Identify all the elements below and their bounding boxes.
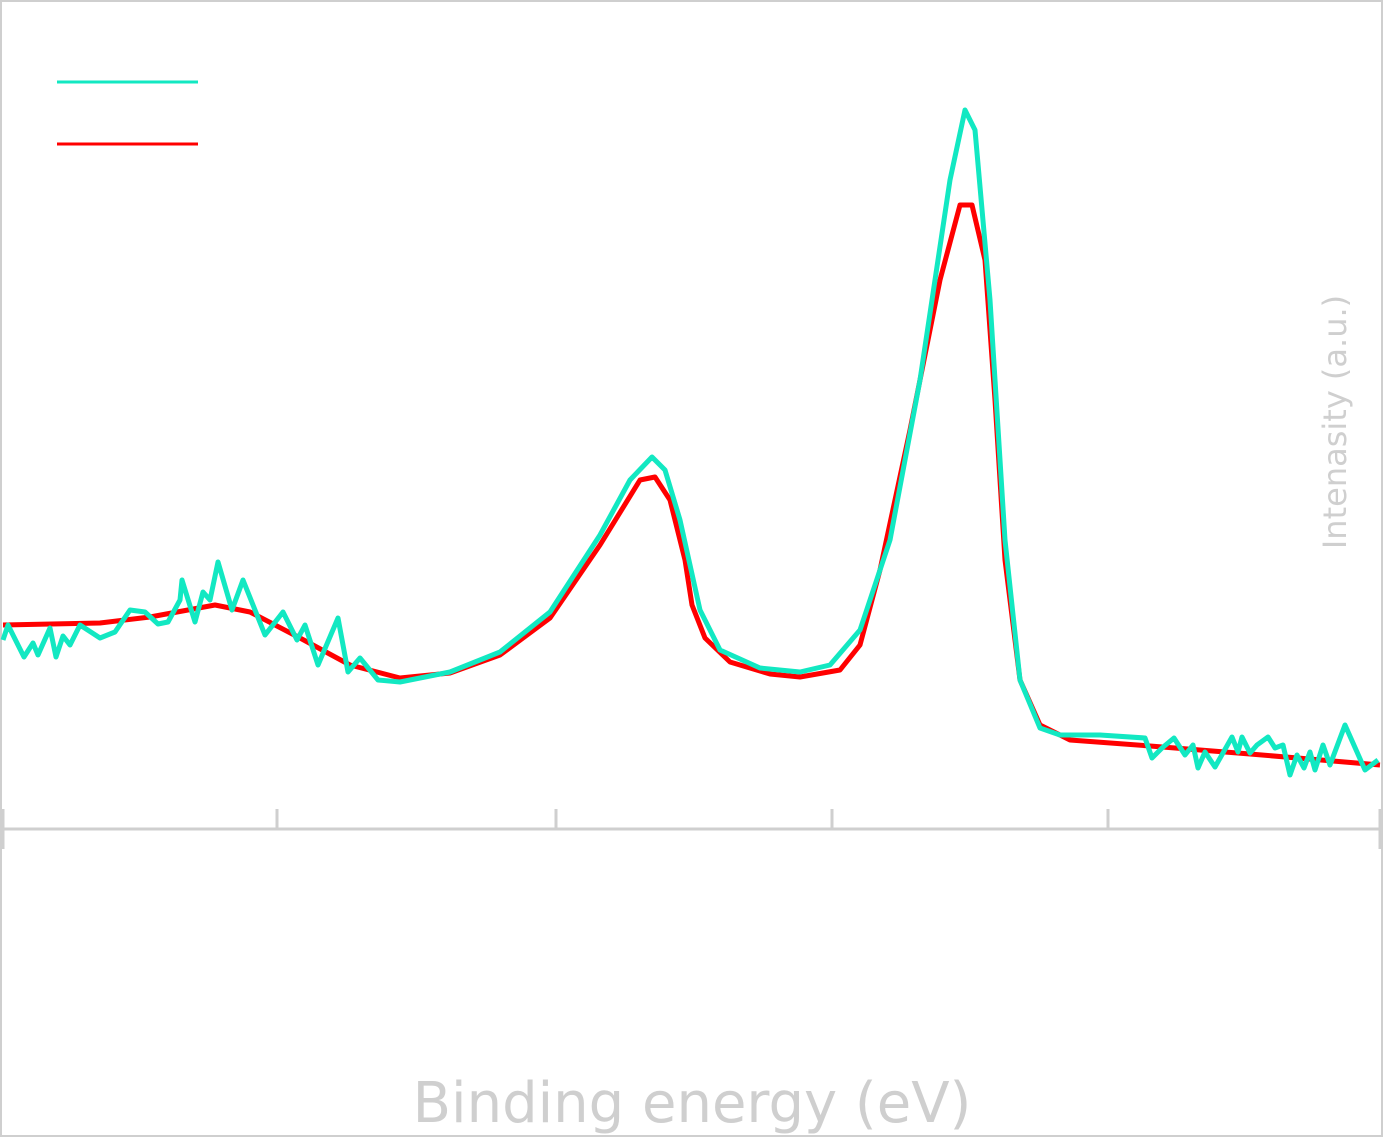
x-axis-label: Binding energy (eV) (413, 1071, 972, 1136)
series-line (0, 107, 1380, 778)
series-line (2, 202, 1381, 768)
y-axis-label: Intenasity (a.u.) (1316, 295, 1354, 549)
